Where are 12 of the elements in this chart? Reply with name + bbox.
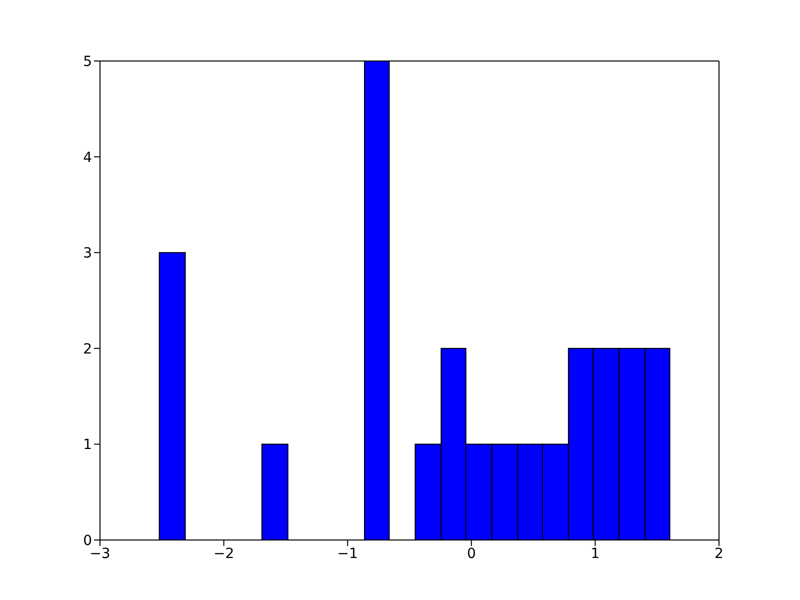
x-tick-label: 2: [714, 546, 724, 562]
y-tick-label: 2: [83, 341, 92, 358]
x-tick-label: −3: [90, 546, 110, 562]
y-tick-label: 5: [83, 54, 92, 70]
x-tick-label: −2: [213, 546, 234, 562]
y-tick-label: 0: [83, 532, 92, 549]
x-tick-label: 1: [590, 546, 600, 562]
y-tick-label: 4: [83, 150, 92, 166]
y-tick-label: 3: [83, 246, 92, 262]
x-tick-label: 0: [466, 546, 476, 562]
x-tick-label: −1: [337, 546, 358, 562]
y-tick-label: 1: [83, 437, 92, 454]
